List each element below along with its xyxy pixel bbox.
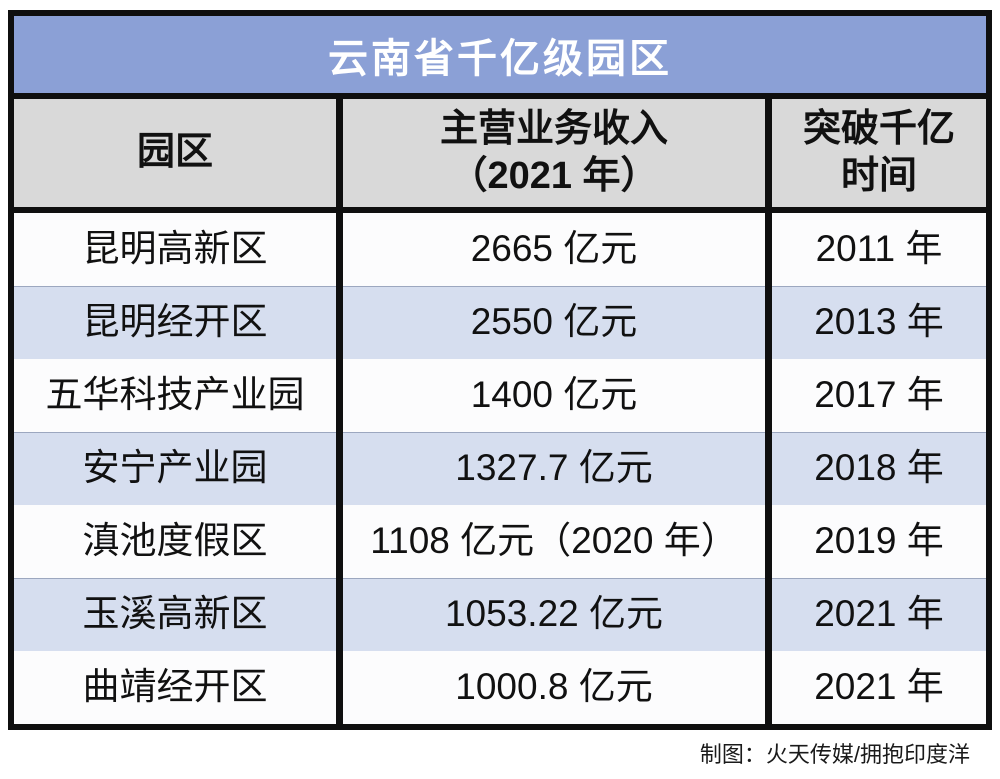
- park-cell: 五华科技产业园: [45, 374, 305, 416]
- header-year-line1: 突破千亿: [802, 107, 955, 150]
- header-year: 突破千亿 时间: [765, 99, 986, 207]
- year-cell: 2021 年: [765, 578, 986, 651]
- header-park: 园区: [14, 99, 336, 207]
- credit-line: 制图：火天传媒/拥抱印度洋: [699, 742, 970, 767]
- revenue-cell: 2550 亿元: [336, 286, 765, 359]
- header-revenue: 主营业务收入 （2021 年）: [336, 99, 765, 207]
- revenue-cell: 1000.8 亿元: [336, 651, 765, 724]
- park-cell: 安宁产业园: [82, 447, 268, 489]
- year-cell: 2017 年: [765, 359, 986, 432]
- table-body: 昆明高新区 2665 亿元 2011 年昆明经开区 2550 亿元 2013 年五华科技…: [14, 213, 986, 724]
- table-row: 曲靖经开区 1000.8 亿元 2021 年: [14, 651, 986, 724]
- year-cell: 2011 年: [765, 213, 986, 286]
- table-row: 昆明经开区 2550 亿元 2013 年: [14, 286, 986, 359]
- park-cell: 昆明经开区: [82, 301, 268, 343]
- table-row: 玉溪高新区 1053.22 亿元 2021 年: [14, 578, 986, 651]
- park-cell: 昆明高新区: [82, 228, 268, 270]
- year-cell: 2021 年: [765, 651, 986, 724]
- table-row: 安宁产业园 1327.7 亿元 2018 年: [14, 432, 986, 505]
- table-row: 五华科技产业园 1400 亿元 2017 年: [14, 359, 986, 432]
- park-cell: 曲靖经开区: [82, 666, 268, 708]
- revenue-cell: 1108 亿元（2020 年）: [336, 505, 765, 578]
- revenue-cell: 1327.7 亿元: [336, 432, 765, 505]
- park-cell: 玉溪高新区: [82, 593, 268, 635]
- header-revenue-line2: （2021 年）: [449, 155, 659, 197]
- revenue-cell: 1053.22 亿元: [336, 578, 765, 651]
- header-year-line2: 时间: [840, 155, 917, 197]
- year-cell: 2019 年: [765, 505, 986, 578]
- table-header-row: 园区 主营业务收入 （2021 年） 突破千亿 时间: [14, 99, 986, 213]
- revenue-cell: 2665 亿元: [336, 213, 765, 286]
- park-cell: 滇池度假区: [82, 520, 268, 562]
- table-row: 昆明高新区 2665 亿元 2011 年: [14, 213, 986, 286]
- revenue-cell: 1400 亿元: [336, 359, 765, 432]
- parks-table: 云南省千亿级园区 园区 主营业务收入 （2021 年） 突破千亿 时间 昆明高新…: [8, 10, 992, 730]
- table-row: 滇池度假区 1108 亿元（2020 年） 2019 年: [14, 505, 986, 578]
- year-cell: 2018 年: [765, 432, 986, 505]
- year-cell: 2013 年: [765, 286, 986, 359]
- header-park-label: 园区: [136, 131, 213, 174]
- table-title: 云南省千亿级园区: [14, 16, 986, 99]
- header-revenue-line1: 主营业务收入: [439, 107, 668, 150]
